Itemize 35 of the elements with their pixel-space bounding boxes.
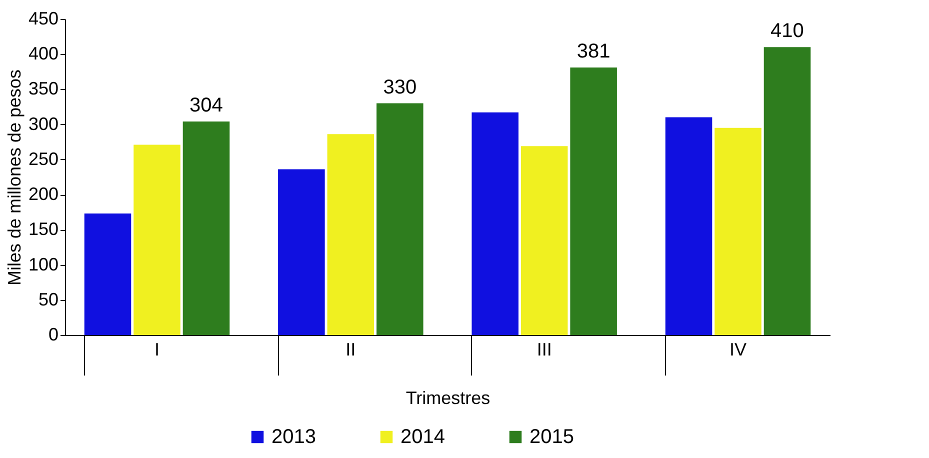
y-tick-label: 0 — [48, 324, 58, 344]
bar — [327, 134, 374, 335]
y-tick-label: 350 — [28, 78, 58, 99]
x-tick-label: I — [154, 340, 160, 360]
bar — [764, 47, 811, 335]
bar — [665, 117, 712, 335]
bar — [182, 122, 230, 335]
x-tick-label: II — [346, 340, 356, 360]
y-tick-label: 100 — [28, 254, 58, 274]
x-tick-label: III — [536, 340, 552, 360]
y-tick-label: 300 — [28, 114, 58, 134]
legend-label: 2014 — [400, 426, 445, 448]
data-label: 330 — [383, 76, 417, 98]
bar — [472, 112, 518, 335]
bar — [376, 103, 424, 335]
bar — [84, 214, 132, 335]
y-axis-title: Miles de millones de pesos — [4, 69, 24, 286]
y-tick-label: 50 — [38, 289, 58, 310]
x-tick-label: IV — [730, 340, 747, 360]
bar — [134, 144, 180, 335]
legend-label: 2013 — [272, 426, 316, 448]
data-label: 304 — [190, 94, 223, 117]
y-tick-label: 450 — [28, 8, 58, 28]
data-label: 410 — [770, 20, 804, 42]
data-label: 381 — [576, 40, 610, 62]
bar — [570, 67, 617, 335]
y-tick-label: 200 — [28, 184, 58, 204]
bar — [278, 169, 325, 335]
x-axis-title: Trimestres — [406, 388, 490, 408]
y-tick-label: 400 — [28, 44, 58, 64]
legend-label: 2015 — [530, 426, 574, 448]
bar — [520, 146, 568, 335]
y-tick-label: 150 — [28, 219, 58, 240]
y-tick-label: 250 — [28, 148, 58, 169]
bar — [714, 128, 762, 335]
